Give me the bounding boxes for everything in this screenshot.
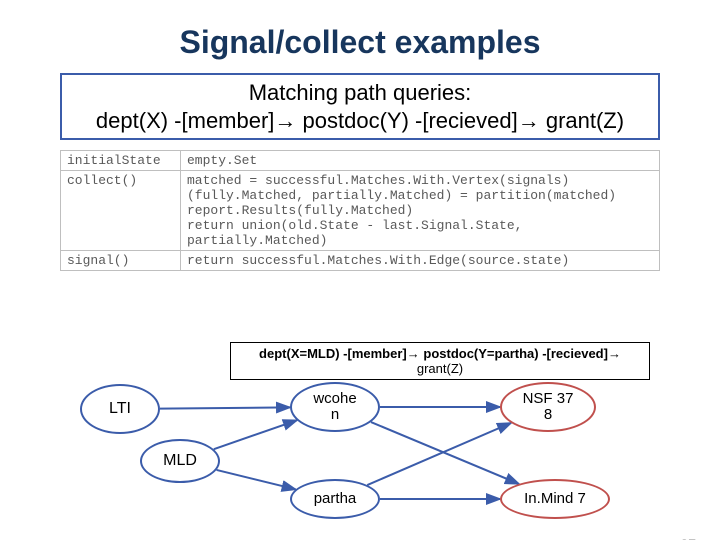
edge-mld-partha (217, 470, 296, 489)
algo-row-body: empty.Set (181, 151, 660, 171)
algo-row-body: matched = successful.Matches.With.Vertex… (181, 171, 660, 251)
page-title: Signal/collect examples (0, 24, 720, 61)
node-inmind7: In.Mind 7 (500, 479, 610, 519)
algo-row-label: signal() (61, 251, 181, 271)
algo-row-label: initialState (61, 151, 181, 171)
algo-row-body: return successful.Matches.With.Edge(sour… (181, 251, 660, 271)
node-lti: LTI (80, 384, 160, 434)
edge-partha-nsf378 (367, 423, 511, 485)
node-partha: partha (290, 479, 380, 519)
edge-mld-wcohen (214, 420, 297, 449)
node-mld: MLD (140, 439, 220, 483)
node-wcohen: wcohe n (290, 382, 380, 432)
example-path-box: dept(X=MLD) -[member]→ postdoc(Y=partha)… (230, 342, 650, 380)
query-line2: dept(X) -[member]→ postdoc(Y) -[recieved… (68, 107, 652, 135)
algo-row-label: collect() (61, 171, 181, 251)
node-nsf378: NSF 37 8 (500, 382, 596, 432)
edge-wcohen-inmind7 (371, 422, 519, 484)
query-box: Matching path queries: dept(X) -[member]… (60, 73, 660, 140)
query-line1: Matching path queries: (68, 79, 652, 107)
edge-lti-wcohen (160, 407, 290, 408)
algorithm-table: initialStateempty.Setcollect()matched = … (60, 150, 660, 271)
page-number: 27 (680, 536, 696, 540)
